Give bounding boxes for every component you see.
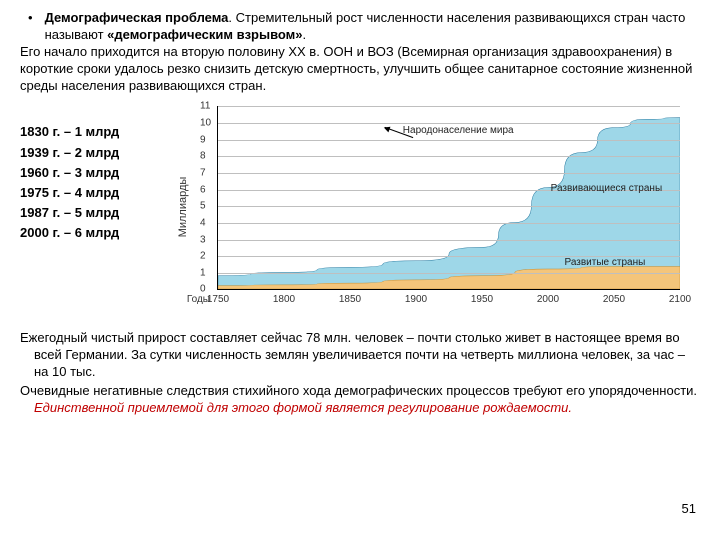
quote-bold: «демографическим взрывом» xyxy=(107,27,302,42)
timeline-item: 1987 г. – 5 млрд xyxy=(20,203,175,223)
bullet-marker: • xyxy=(28,10,33,44)
footer-p2-plain: Очевидные негативные следствия стихийног… xyxy=(20,383,697,398)
title-bold: Демографическая проблема xyxy=(45,10,229,25)
y-tick: 10 xyxy=(200,118,211,129)
series-label-developing: Развивающиеся страны xyxy=(551,183,663,194)
gridline xyxy=(218,273,680,274)
header-paragraph-1: • Демографическая проблема. Стремительны… xyxy=(20,10,700,94)
y-tick: 9 xyxy=(200,134,206,145)
y-tick: 5 xyxy=(200,201,206,212)
header-paragraph-2: Его начало приходится на вторую половину… xyxy=(20,44,700,95)
period: . xyxy=(303,27,307,42)
timeline-item: 1975 г. – 4 млрд xyxy=(20,183,175,203)
x-tick: 2000 xyxy=(537,294,559,305)
y-tick: 3 xyxy=(200,234,206,245)
y-tick: 6 xyxy=(200,184,206,195)
series-label-developed: Развитые страны xyxy=(565,257,646,268)
y-tick: 8 xyxy=(200,151,206,162)
x-tick: 2100 xyxy=(669,294,691,305)
y-tick: 11 xyxy=(200,101,210,112)
gridline xyxy=(218,240,680,241)
gridline xyxy=(218,140,680,141)
timeline-item: 1960 г. – 3 млрд xyxy=(20,163,175,183)
population-chart: Миллиарды 0 1 2 3 4 5 6 7 8 9 10 11 1750 1800 1850 1900… xyxy=(175,102,700,312)
series-label-world: Народонаселение мира xyxy=(403,125,514,136)
x-tick: 1850 xyxy=(339,294,361,305)
gridline xyxy=(218,173,680,174)
x-axis-label: Годы xyxy=(187,294,210,305)
gridline xyxy=(218,206,680,207)
timeline-item: 2000 г. – 6 млрд xyxy=(20,223,175,243)
x-tick: 2050 xyxy=(603,294,625,305)
x-tick: 1900 xyxy=(405,294,427,305)
timeline-item: 1830 г. – 1 млрд xyxy=(20,122,175,142)
y-tick: 0 xyxy=(200,284,206,295)
y-tick: 2 xyxy=(200,251,206,262)
y-tick: 1 xyxy=(200,267,206,278)
y-axis-label: Миллиарды xyxy=(177,177,189,238)
x-tick: 1800 xyxy=(273,294,295,305)
page-number: 51 xyxy=(682,501,696,516)
timeline-item: 1939 г. – 2 млрд xyxy=(20,143,175,163)
y-tick: 4 xyxy=(200,217,206,228)
timeline-list: 1830 г. – 1 млрд 1939 г. – 2 млрд 1960 г… xyxy=(20,102,175,312)
footer-p2-emphasis: Единственной приемлемой для этого формой… xyxy=(34,400,572,415)
x-tick: 1750 xyxy=(207,294,229,305)
x-tick: 1950 xyxy=(471,294,493,305)
gridline xyxy=(218,156,680,157)
gridline xyxy=(218,223,680,224)
footer-paragraph-2: Очевидные негативные следствия стихийног… xyxy=(20,383,700,417)
y-tick: 7 xyxy=(200,167,206,178)
gridline xyxy=(218,106,680,107)
footer-paragraph-1: Ежегодный чистый прирост составляет сейч… xyxy=(20,330,700,381)
